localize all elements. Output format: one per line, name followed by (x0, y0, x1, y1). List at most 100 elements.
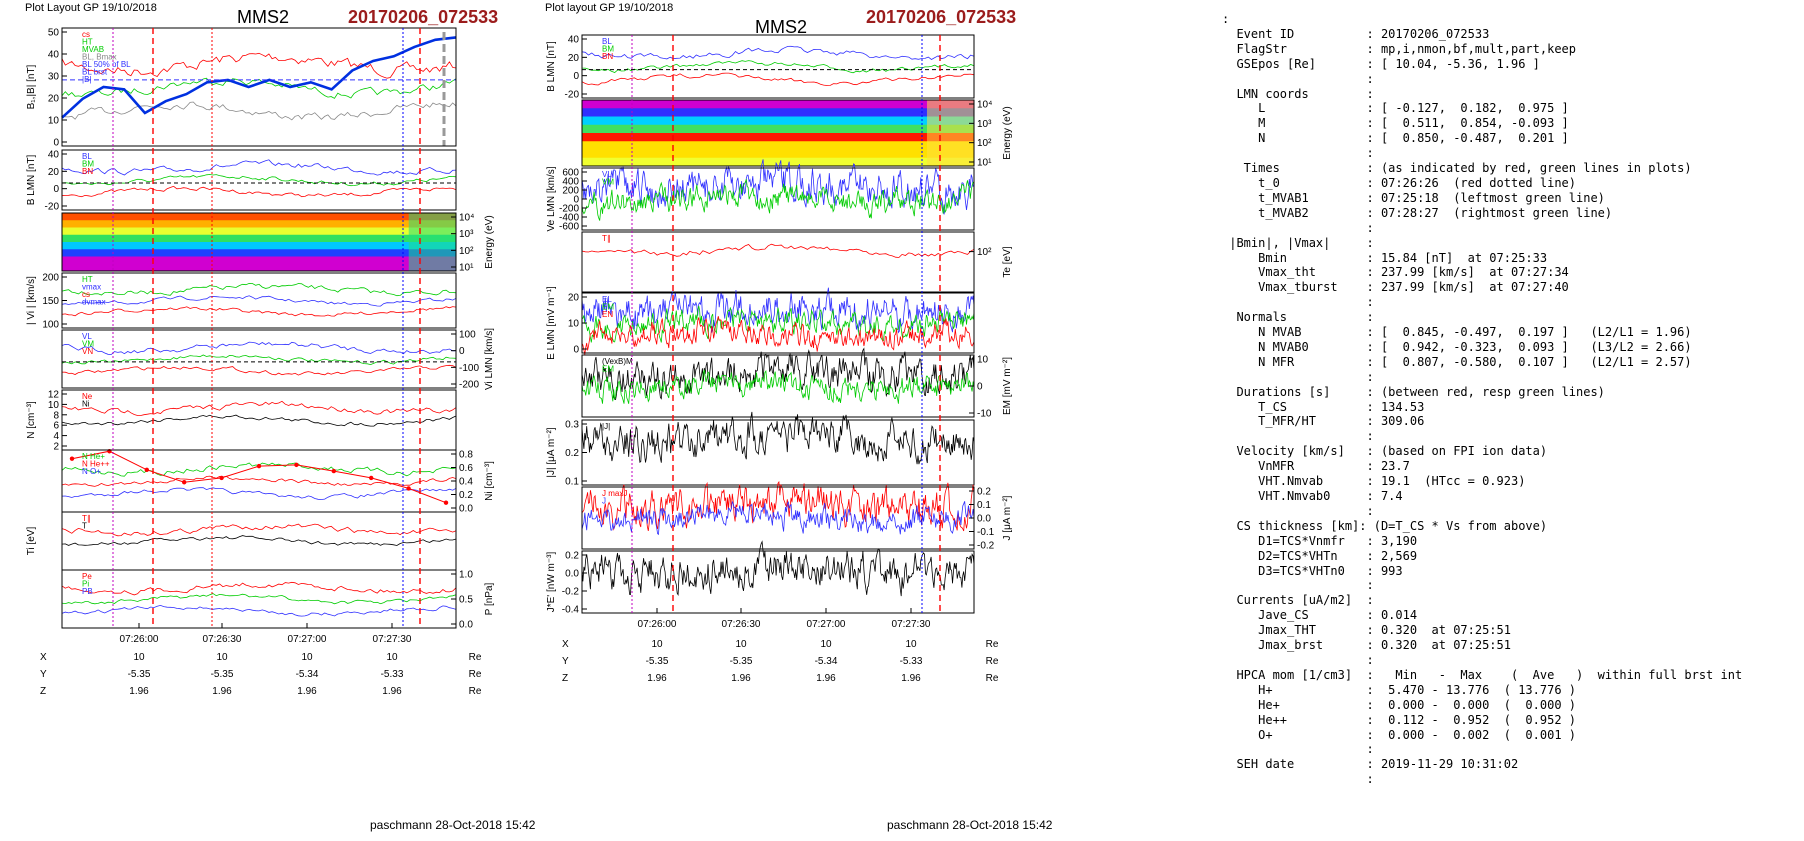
legend-item: J (602, 497, 606, 506)
series-line (61, 364, 457, 376)
y-tick-label: 10 (48, 400, 60, 411)
y-tick-label: 600 (562, 168, 579, 179)
series-line (61, 185, 457, 198)
legend-item: dvmax (82, 298, 106, 307)
y-tick-label: 200 (562, 186, 579, 197)
x-tick-label: 07:27:30 (892, 619, 931, 630)
y-tick-label: 0.6 (459, 463, 473, 474)
series-line (581, 287, 975, 334)
y-tick-label: 0 (573, 345, 579, 356)
position-value: -5.35 (211, 669, 234, 680)
position-value: 1.96 (647, 673, 667, 684)
x-tick-label: 07:27:00 (288, 634, 327, 645)
series-line (581, 540, 975, 597)
y-tick-label: 0.3 (565, 420, 579, 431)
y-tick-label: 0 (53, 184, 59, 195)
legend-item: BL 50% of BL (82, 60, 131, 69)
legend-item: EL (602, 295, 612, 304)
spectrogram-band (582, 133, 974, 142)
y-tick-label: 20 (568, 53, 580, 64)
position-value: -5.33 (900, 656, 923, 667)
position-unit: Re (469, 652, 482, 663)
legend-item: N O+ (82, 467, 101, 476)
legend-item: VM (602, 178, 614, 187)
y-tick-label: 30 (48, 72, 60, 83)
series-line (581, 45, 975, 60)
left-plot-title: MMS2 (237, 7, 290, 27)
position-value: 10 (133, 652, 145, 663)
y-tick-label: -0.2 (562, 587, 580, 598)
series-line (61, 523, 457, 537)
position-value: 10 (651, 639, 663, 650)
series-line (61, 414, 457, 427)
y-axis-label: Energy (eV) (1002, 106, 1013, 159)
position-value: 1.96 (382, 686, 402, 697)
y-tick-label: 0.1 (565, 477, 579, 488)
y-axis-label: B₁,|B| [nT] (26, 64, 37, 109)
mid-plot-title: MMS2 (755, 17, 808, 37)
y-tick-label: 0.5 (459, 595, 473, 606)
position-value: -5.34 (815, 656, 838, 667)
panel-frame (581, 231, 975, 293)
y-tick-label: 0.0 (459, 504, 473, 515)
event-info-listing: : Event ID : 20170206_072533 FlagStr : m… (1222, 12, 1743, 787)
x-tick-label: 07:26:00 (638, 619, 677, 630)
y-tick-label: 0.1 (977, 500, 991, 511)
position-unit: Re (469, 686, 482, 697)
position-value: 1.96 (731, 673, 751, 684)
spectrogram-band (62, 242, 456, 250)
y-axis-label: B LMN [nT] (546, 41, 557, 92)
position-value: -5.33 (381, 669, 404, 680)
panel-je: 0.2 0.0 -0.2 -0.4 J*E' [nW m⁻³] (546, 540, 975, 616)
y-tick-label: 6 (53, 421, 59, 432)
spectrogram-region (926, 100, 974, 166)
panel-ti: Ti [eV] T∥T (26, 511, 457, 571)
x-tick-label: 07:26:30 (722, 619, 761, 630)
position-row-label: X (40, 652, 47, 663)
legend-item: PB (82, 587, 93, 596)
y-axis-label: N [cm⁻³] (26, 401, 37, 439)
position-value: 10 (386, 652, 398, 663)
position-row-label: Z (562, 673, 568, 684)
position-value: 10 (820, 639, 832, 650)
position-value: 10 (735, 639, 747, 650)
legend-item: VN (82, 347, 93, 356)
y-tick-label: 2 (53, 442, 59, 453)
position-unit: Re (986, 639, 999, 650)
legend-item: Pi (82, 580, 89, 589)
legend-item: vmax (82, 283, 101, 292)
left-plot-event-id: 20170206_072533 (348, 7, 499, 27)
position-unit: Re (469, 669, 482, 680)
y-axis-label: EM [mV m⁻²] (1002, 357, 1013, 415)
y-tick-label: 10¹ (459, 263, 474, 274)
series-line (61, 593, 457, 605)
y-tick-label: 12 (48, 390, 60, 401)
legend-item: BL (82, 152, 92, 161)
y-tick-label: 0 (53, 138, 59, 149)
panel-frame (61, 212, 457, 272)
mid-plot-event-id: 20170206_072533 (866, 7, 1017, 27)
legend-item: BN (602, 52, 613, 61)
position-value: 10 (216, 652, 228, 663)
legend-item: BL brst (82, 68, 108, 77)
y-tick-label: 0 (573, 71, 579, 82)
position-value: 10 (301, 652, 313, 663)
y-tick-label: -0.2 (977, 541, 995, 552)
panel-spec: 10⁴ 10³ 10² 10¹ Energy (eV) (61, 212, 495, 274)
series-line (61, 341, 457, 355)
spectrogram-band (582, 124, 974, 134)
spectrogram-band (62, 256, 456, 265)
series-line (61, 295, 457, 307)
y-axis-label: Te [eV] (1002, 246, 1013, 277)
y-tick-label: -200 (559, 204, 579, 215)
position-row-label: Z (40, 686, 46, 697)
left-plot-header: Plot Layout GP 19/10/2018 (25, 2, 157, 14)
legend-item: N He++ (82, 460, 110, 469)
series-line (61, 604, 457, 617)
